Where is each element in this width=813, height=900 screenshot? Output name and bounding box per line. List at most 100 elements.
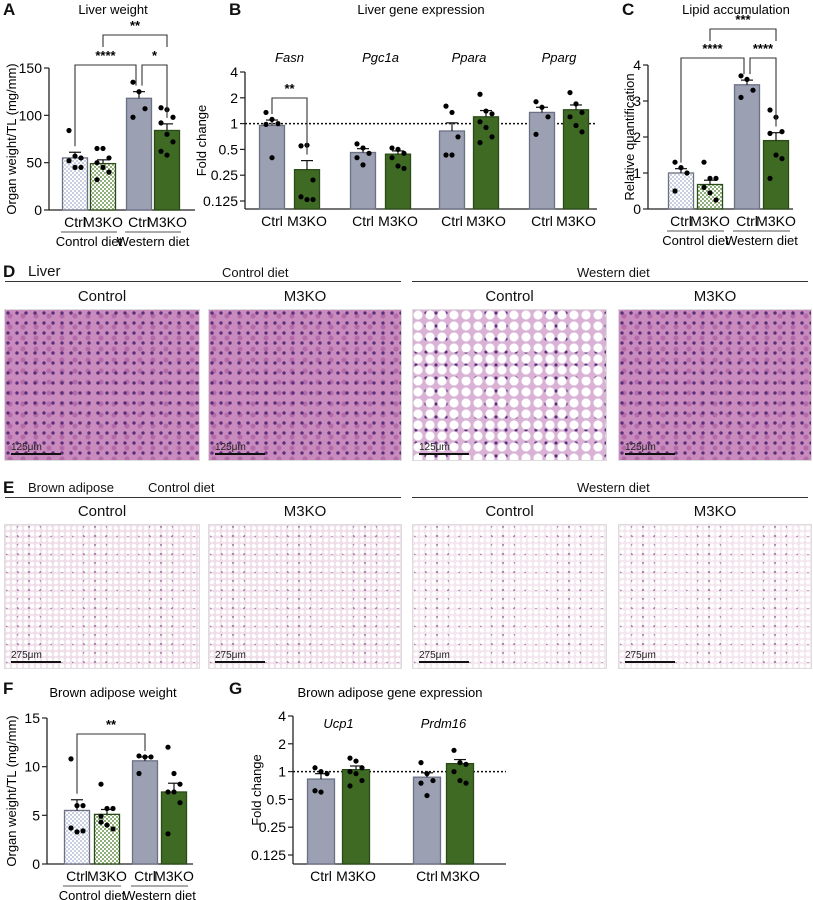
chart-b-data-point bbox=[573, 101, 579, 107]
chart-f-group-label: Western diet bbox=[123, 888, 196, 900]
chart-b-bar bbox=[528, 111, 556, 210]
chart-b-bar bbox=[349, 151, 377, 210]
chart-f-data-point bbox=[104, 805, 110, 812]
chart-a-data-point bbox=[130, 114, 136, 120]
chart-f-data-point bbox=[80, 828, 86, 834]
chart-f-significance-bracket bbox=[76, 733, 146, 794]
chart-c-ylabel: Relative quantification bbox=[622, 73, 637, 200]
chart-a-data-point bbox=[94, 177, 100, 183]
chart-g-data-point bbox=[324, 771, 330, 777]
chart-b-data-point bbox=[389, 155, 395, 161]
chart-g-gene-label: Ucp1 bbox=[323, 716, 353, 731]
chart-g-x-tick-label: Ctrl bbox=[416, 868, 438, 884]
chart-a-data-point bbox=[136, 89, 142, 95]
histology-d-western-diet: Western diet bbox=[577, 265, 650, 280]
chart-c-y-tick-label: 3 bbox=[633, 93, 641, 109]
chart-f-data-point bbox=[136, 753, 142, 759]
histology-d-control-diet: Control diet bbox=[222, 265, 289, 280]
chart-f-data-point bbox=[142, 754, 148, 760]
chart-c-data-point bbox=[744, 76, 750, 82]
chart-g-bar bbox=[341, 768, 371, 865]
chart-f-bar bbox=[63, 809, 91, 865]
chart-a-x-tick-label: M3KO bbox=[147, 214, 187, 230]
chart-g-y-tick-label: 0.5 bbox=[267, 791, 287, 807]
chart-b-data-point bbox=[395, 146, 401, 152]
chart-b-data-point bbox=[304, 196, 310, 203]
chart-g-data-point bbox=[353, 758, 359, 764]
chart-a-data-point bbox=[78, 155, 84, 161]
chart-b-data-point bbox=[573, 122, 579, 129]
chart-f-data-point bbox=[98, 819, 104, 825]
chart-a-data-point bbox=[106, 155, 112, 161]
panel-label-c: C bbox=[622, 0, 635, 19]
chart-g-data-point bbox=[457, 760, 463, 766]
chart-f-data-point bbox=[165, 789, 171, 795]
chart-a-data-point bbox=[164, 152, 170, 158]
chart-f-data-point bbox=[136, 770, 142, 777]
chart-c-y-tick-label: 0 bbox=[633, 201, 641, 217]
chart-b-data-point bbox=[354, 141, 360, 147]
liver-histology-m3ko-wd: 125μm bbox=[618, 309, 812, 461]
chart-a-y-tick-label: 150 bbox=[19, 60, 43, 76]
histology-d-col-title: Control bbox=[485, 288, 534, 305]
chart-b-y-tick-label: 2 bbox=[230, 90, 238, 106]
divider bbox=[412, 497, 808, 498]
chart-g-data-point bbox=[424, 771, 430, 777]
chart-f-y-tick-label: 0 bbox=[32, 856, 40, 872]
chart-a-bar bbox=[153, 129, 181, 211]
chart-b-data-point bbox=[443, 152, 449, 158]
chart-b-y-tick-label: 0.125 bbox=[203, 193, 238, 209]
chart-b-data-point bbox=[449, 109, 455, 116]
chart-g-data-point bbox=[451, 769, 457, 775]
chart-b-data-point bbox=[477, 140, 483, 146]
scale-bar: 275μm bbox=[215, 650, 265, 663]
panel-label-g: G bbox=[229, 679, 243, 698]
chart-g-data-point bbox=[359, 765, 365, 771]
chart-a-data-point bbox=[94, 145, 100, 152]
scale-bar: 125μm bbox=[215, 442, 265, 455]
chart-g-y-tick-label: 0.25 bbox=[259, 819, 286, 835]
histology-d-col-title: M3KO bbox=[283, 288, 327, 305]
scale-bar: 125μm bbox=[419, 442, 469, 455]
chart-b-title: Liver gene expression bbox=[357, 2, 484, 17]
chart-c-data-point bbox=[707, 175, 713, 181]
chart-b-data-point bbox=[401, 165, 407, 172]
chart-f-x-tick-label: M3KO bbox=[87, 868, 127, 884]
chart-b-data-point bbox=[489, 134, 495, 140]
chart-f-bar bbox=[160, 791, 188, 865]
chart-f-y-tick-label: 5 bbox=[32, 807, 40, 823]
bat-histology-m3ko-wd: 275μm bbox=[618, 524, 812, 669]
chart-a-significance-bracket bbox=[141, 64, 168, 118]
chart-g-data-point bbox=[418, 760, 424, 766]
chart-b-x-tick-label: M3KO bbox=[378, 213, 418, 229]
chart-c-data-point bbox=[779, 129, 785, 135]
chart-b-data-point bbox=[366, 150, 372, 156]
chart-f-data-point bbox=[98, 781, 104, 787]
chart-f-x-tick-label: M3KO bbox=[154, 868, 194, 884]
divider bbox=[5, 281, 401, 282]
chart-c-data-point bbox=[767, 107, 773, 113]
chart-b-gene-label: Fasn bbox=[275, 50, 304, 65]
chart-a-significance-label: * bbox=[152, 48, 158, 63]
chart-f-data-point bbox=[177, 800, 183, 806]
chart-c-significance-label: **** bbox=[753, 41, 774, 56]
liver-histology-m3ko-cd: 125μm bbox=[208, 309, 402, 461]
chart-g-x-tick-label: M3KO bbox=[440, 868, 480, 884]
chart-c-x-tick-label: Ctrl bbox=[736, 213, 758, 229]
chart-c-group-label: Western diet bbox=[725, 233, 798, 248]
chart-f-title: Brown adipose weight bbox=[49, 685, 177, 700]
chart-g-data-point bbox=[347, 769, 353, 775]
chart-c-bar bbox=[667, 172, 695, 210]
chart-a-data-point bbox=[170, 139, 176, 145]
chart-g-data-point bbox=[424, 792, 430, 799]
chart-c-data-point bbox=[713, 175, 719, 181]
chart-b-data-point bbox=[579, 129, 585, 135]
chart-f-data-point bbox=[148, 754, 154, 760]
chart-b-data-point bbox=[477, 91, 483, 97]
histology-d-col-title: M3KO bbox=[693, 288, 737, 305]
chart-b-gene-label: Pgc1a bbox=[362, 50, 399, 65]
chart-b-y-tick-label: 0.25 bbox=[211, 167, 238, 183]
chart-f-data-point bbox=[110, 805, 116, 812]
chart-b-x-tick-label: Ctrl bbox=[261, 213, 283, 229]
chart-g-y-tick-label: 1 bbox=[278, 764, 286, 780]
